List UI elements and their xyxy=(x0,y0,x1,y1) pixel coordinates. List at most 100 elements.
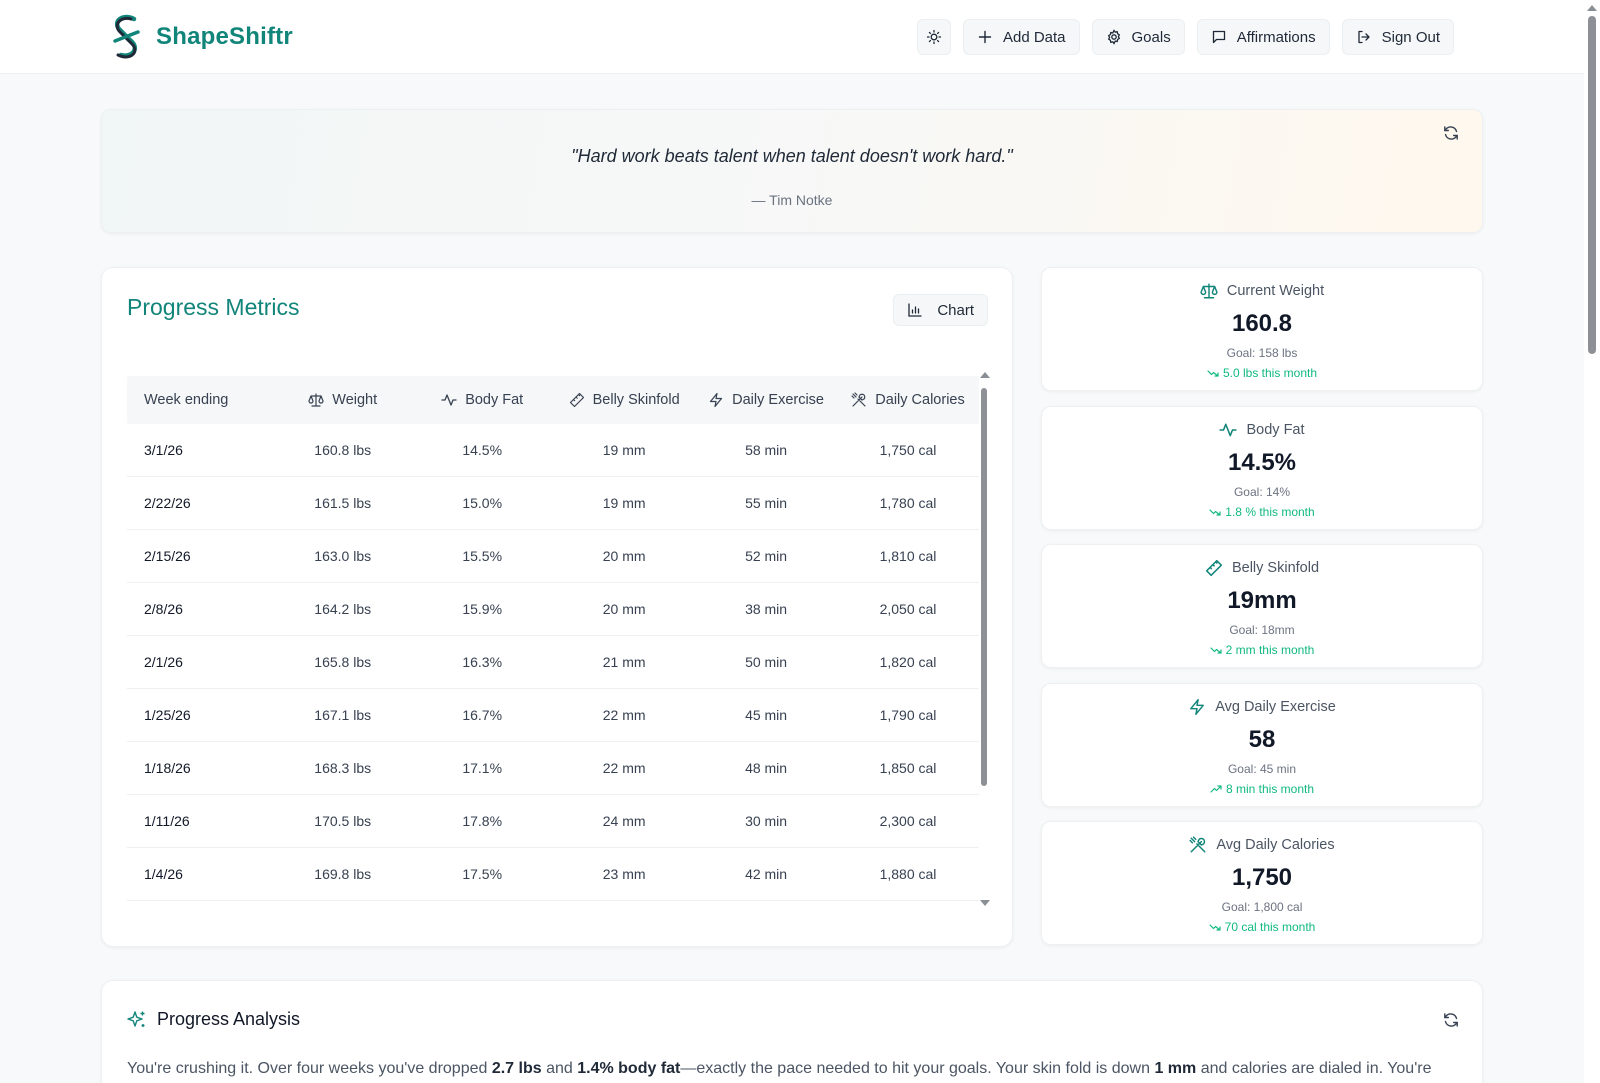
app-logo[interactable]: ShapeShiftr xyxy=(108,14,293,60)
stat-label-text: Body Fat xyxy=(1246,421,1305,438)
add-data-button[interactable]: Add Data xyxy=(962,19,1080,55)
table-cell: 20 mm xyxy=(602,601,646,617)
sparkles-icon xyxy=(127,1010,145,1027)
goals-label: Goals xyxy=(1131,28,1171,46)
stat-label-text: Avg Daily Calories xyxy=(1216,837,1335,853)
stat-value: 160.8 xyxy=(1231,310,1293,337)
table-cell: 15.9% xyxy=(462,601,503,617)
table-cell: 164.2 lbs xyxy=(314,601,372,617)
table-cell: 16.3% xyxy=(462,654,503,670)
table-row[interactable]: 3/1/26 160.8 lbs 14.5% 19 mm 58 min 1,750 cal xyxy=(127,424,979,477)
stat-card: Avg Daily Calories 1,750 Goal: 1,800 cal 70… xyxy=(1041,821,1483,945)
table-cell: 170.5 lbs xyxy=(314,813,372,829)
app-name: ShapeShiftr xyxy=(156,23,293,50)
table-row[interactable]: 2/1/26 165.8 lbs 16.3% 21 mm 50 min 1,820 cal xyxy=(127,636,979,689)
stat-trend: 1.8 % this month xyxy=(1042,505,1482,519)
stat-label-text: Current Weight xyxy=(1226,283,1325,299)
metrics-table: Week ending Weight Body Fat Belly Skinfo… xyxy=(127,376,979,907)
stat-label: Avg Daily Calories xyxy=(1042,836,1482,854)
refresh-icon[interactable] xyxy=(1442,1011,1460,1029)
goals-button[interactable]: Goals xyxy=(1091,19,1185,55)
stat-goal: Goal: 1,800 cal xyxy=(1221,900,1303,914)
affirmations-button[interactable]: Affirmations xyxy=(1196,19,1330,55)
stat-value: 19mm xyxy=(1227,587,1297,614)
table-cell: 21 mm xyxy=(602,654,646,670)
analysis-text-part: —exactly the pace needed to hit your goa… xyxy=(680,1060,1155,1077)
column-label: Daily Calories xyxy=(875,392,965,408)
trending-up-icon xyxy=(1210,784,1222,793)
table-cell: 167.1 lbs xyxy=(314,707,372,723)
quote-text: "Hard work beats talent when talent does… xyxy=(571,146,1013,166)
table-cell: 165.8 lbs xyxy=(314,654,372,670)
table-cell: 2,050 cal xyxy=(879,601,937,617)
trending-down-icon xyxy=(1209,924,1221,931)
stat-trend-text: 5.0 lbs this month xyxy=(1222,366,1318,380)
table-cell: 160.8 lbs xyxy=(314,442,372,458)
table-cell: 22 mm xyxy=(602,760,646,776)
table-cell: 55 min xyxy=(745,495,788,511)
stat-card: Avg Daily Exercise 58 Goal: 45 min 8 min th… xyxy=(1041,682,1483,807)
column-daily-exercise[interactable]: Daily Exercise xyxy=(695,392,837,408)
table-cell: 1/18/26 xyxy=(144,760,191,776)
table-cell: 2/22/26 xyxy=(144,495,191,511)
table-row[interactable]: 2/22/26 161.5 lbs 15.0% 19 mm 55 min 1,780 ca… xyxy=(127,477,979,530)
table-row[interactable]: 1/18/26 168.3 lbs 17.1% 22 mm 48 min 1,850 ca… xyxy=(127,742,979,795)
utensils-icon xyxy=(1189,836,1206,853)
table-cell: 19 mm xyxy=(602,495,646,511)
trending-down-icon xyxy=(1207,370,1219,377)
zap-icon xyxy=(710,392,723,408)
column-body-fat[interactable]: Body Fat xyxy=(411,392,553,408)
table-cell: 52 min xyxy=(745,548,788,564)
table-scrollbar[interactable] xyxy=(979,372,990,906)
stat-trend-text: 70 cal this month xyxy=(1224,920,1316,934)
table-cell: 50 min xyxy=(745,654,788,670)
table-cell: 17.1% xyxy=(462,760,503,776)
quote-author: — Tim Notke xyxy=(751,192,833,208)
page-scrollbar[interactable] xyxy=(1584,0,1600,1083)
scroll-thumb[interactable] xyxy=(981,388,987,786)
table-cell: 1,810 cal xyxy=(879,548,937,564)
table-cell: 24 mm xyxy=(602,813,646,829)
table-cell: 15.5% xyxy=(462,548,503,564)
log-out-icon xyxy=(1357,30,1370,44)
ruler-icon xyxy=(569,392,584,408)
table-cell: 169.8 lbs xyxy=(314,866,372,882)
table-cell: 1,790 cal xyxy=(879,707,937,723)
column-weight[interactable]: Weight xyxy=(274,392,411,408)
column-label: Weight xyxy=(332,392,378,408)
trending-down-icon xyxy=(1209,508,1221,516)
column-label: Body Fat xyxy=(465,392,524,408)
stat-goal: Goal: 45 min xyxy=(1227,761,1297,776)
analysis-highlight: 2.7 lbs xyxy=(491,1060,542,1077)
column-belly-skinfold[interactable]: Belly Skinfold xyxy=(553,392,695,408)
table-row[interactable]: 2/15/26 163.0 lbs 15.5% 20 mm 52 min 1,810 ca… xyxy=(127,530,979,583)
refresh-icon[interactable] xyxy=(1442,124,1460,142)
theme-toggle-button[interactable] xyxy=(916,19,951,55)
table-row[interactable]: 1/25/26 167.1 lbs 16.7% 22 mm 45 min 1,790 ca… xyxy=(127,689,979,742)
affirmations-label: Affirmations xyxy=(1236,28,1316,46)
analysis-text-part: You're crushing it. Over four weeks you'… xyxy=(127,1060,492,1077)
column-week-ending[interactable]: Week ending xyxy=(127,392,274,408)
utensils-icon xyxy=(851,392,866,407)
scroll-up-arrow[interactable] xyxy=(980,372,990,378)
table-cell: 1/11/26 xyxy=(144,813,190,829)
table-cell: 48 min xyxy=(745,760,788,776)
table-cell: 1,820 cal xyxy=(879,654,937,670)
column-daily-calories[interactable]: Daily Calories xyxy=(837,392,979,408)
sign-out-button[interactable]: Sign Out xyxy=(1341,19,1454,55)
stat-trend-text: 8 min this month xyxy=(1225,781,1315,796)
stat-goal: Goal: 158 lbs xyxy=(1226,346,1298,360)
analysis-highlight: 1.4% body fat xyxy=(577,1060,681,1077)
table-row[interactable]: 1/11/26 170.5 lbs 17.8% 24 mm 30 min 2,300 ca… xyxy=(127,795,979,848)
table-cell: 20 mm xyxy=(602,548,646,564)
table-row[interactable]: 2/8/26 164.2 lbs 15.9% 20 mm 38 min 2,050 cal xyxy=(127,583,979,636)
scroll-down-arrow[interactable] xyxy=(980,900,990,906)
page-scroll-up-arrow[interactable] xyxy=(1587,5,1597,11)
table-row[interactable]: 1/4/26 169.8 lbs 17.5% 23 mm 42 min 1,880 cal xyxy=(127,848,979,901)
stat-trend-text: 2 mm this month xyxy=(1225,643,1315,657)
page-scroll-thumb[interactable] xyxy=(1588,16,1596,354)
stat-label-text: Belly Skinfold xyxy=(1231,560,1320,576)
table-cell: 17.5% xyxy=(462,866,503,882)
stat-value: 1,750 xyxy=(1231,864,1293,891)
chart-view-button[interactable]: Chart xyxy=(893,294,988,326)
